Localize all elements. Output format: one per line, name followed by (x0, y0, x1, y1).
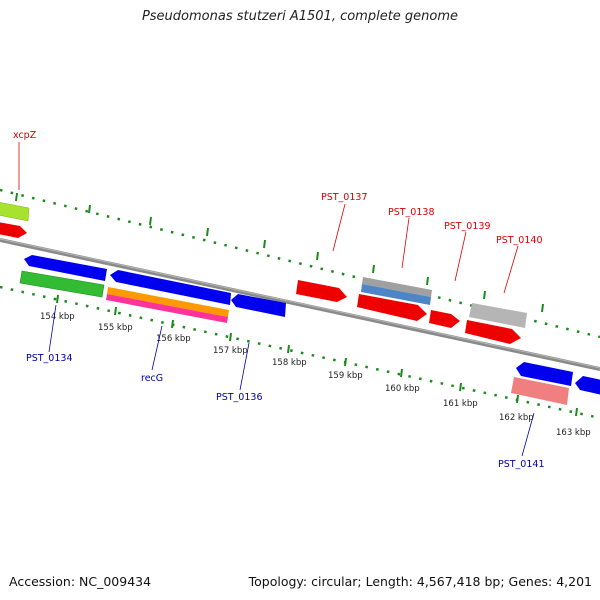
scale-label-157: 157 kbp (213, 346, 248, 356)
leader-PST_0136 (239, 342, 250, 391)
gene-label-xcpZ[interactable]: xcpZ (13, 130, 37, 141)
leader-PST_0138 (401, 217, 410, 269)
scale-label-162: 162 kbp (499, 413, 534, 423)
outer-tick (426, 276, 429, 286)
gene-label-PST_0140[interactable]: PST_0140 (496, 235, 543, 246)
leader-recG (151, 325, 163, 371)
inner-tick (287, 344, 290, 354)
gene-label-PST_0137[interactable]: PST_0137 (321, 192, 368, 203)
inner-dotted-track (0, 285, 600, 420)
gene-feature-recG-orange[interactable] (107, 287, 229, 317)
inner-tick (56, 294, 59, 304)
inner-tick (575, 407, 578, 417)
scale-label-155: 155 kbp (98, 323, 133, 333)
inner-tick (114, 306, 117, 316)
genome-summary-text: Topology: circular; Length: 4,567,418 bp… (248, 574, 592, 589)
leader-PST_0134 (48, 304, 57, 353)
gene-feature-xcpZ-neighbor[interactable] (0, 202, 30, 222)
outer-tick (149, 216, 152, 226)
gene-label-PST_0134[interactable]: PST_0134 (26, 353, 73, 364)
scale-label-159: 159 kbp (328, 371, 363, 381)
gene-label-PST_0141[interactable]: PST_0141 (498, 459, 545, 470)
scale-label-163: 163 kbp (556, 428, 591, 438)
gene-feature-PST_0139[interactable] (429, 310, 460, 328)
outer-tick (483, 290, 486, 300)
genome-backbone-highlight (0, 238, 600, 369)
map-title: Pseudomonas stutzeri A1501, complete gen… (141, 9, 459, 24)
gene-label-recG[interactable]: recG (141, 373, 163, 384)
inner-tick (229, 332, 232, 342)
gene-feature-PST_0134[interactable] (19, 270, 105, 298)
gene-feature-forward[interactable] (0, 222, 27, 238)
gene-feature-reverse[interactable] (575, 376, 600, 395)
outer-tick (263, 239, 266, 249)
inner-tick (459, 382, 462, 392)
leader-PST_0141 (521, 412, 535, 457)
leader-PST_0140 (503, 245, 519, 294)
outer-tick (206, 227, 209, 237)
gene-label-PST_0136[interactable]: PST_0136 (216, 392, 263, 403)
gene-label-PST_0138[interactable]: PST_0138 (388, 207, 435, 218)
scale-label-156: 156 kbp (156, 334, 191, 344)
outer-tick (541, 303, 544, 313)
gene-feature-PST_0137[interactable] (296, 280, 347, 302)
gene-feature-PST_0138-blue[interactable] (361, 284, 431, 305)
outer-tick (88, 204, 91, 214)
outer-tick (316, 251, 319, 261)
outer-dotted-track (0, 188, 600, 339)
outer-tick (15, 192, 18, 202)
inner-tick (516, 394, 519, 404)
genome-backbone (0, 238, 600, 371)
gene-feature-forward[interactable] (357, 294, 427, 321)
gene-feature-reverse[interactable] (24, 255, 107, 281)
inner-tick (171, 319, 174, 329)
accession-text: Accession: NC_009434 (9, 574, 152, 589)
gene-feature-PST_0138-grey[interactable] (362, 277, 432, 297)
outer-tick (372, 264, 375, 274)
gene-label-PST_0139[interactable]: PST_0139 (444, 221, 491, 232)
gene-feature-forward[interactable] (465, 320, 521, 344)
scale-label-161: 161 kbp (443, 399, 478, 409)
leader-PST_0137 (332, 203, 346, 252)
leader-PST_0139 (454, 231, 467, 282)
gene-feature-PST_0141[interactable] (511, 377, 569, 405)
gene-feature-recG-pink[interactable] (106, 294, 228, 323)
gene-feature-PST_0140[interactable] (469, 303, 527, 328)
gene-feature-reverse[interactable] (110, 270, 231, 305)
gene-feature-reverse[interactable] (516, 362, 573, 386)
inner-tick (344, 357, 347, 367)
scale-label-154: 154 kbp (40, 312, 75, 322)
scale-label-158: 158 kbp (272, 358, 307, 368)
inner-tick (400, 368, 403, 378)
gene-feature-reverse[interactable] (231, 294, 286, 317)
scale-label-160: 160 kbp (385, 384, 420, 394)
